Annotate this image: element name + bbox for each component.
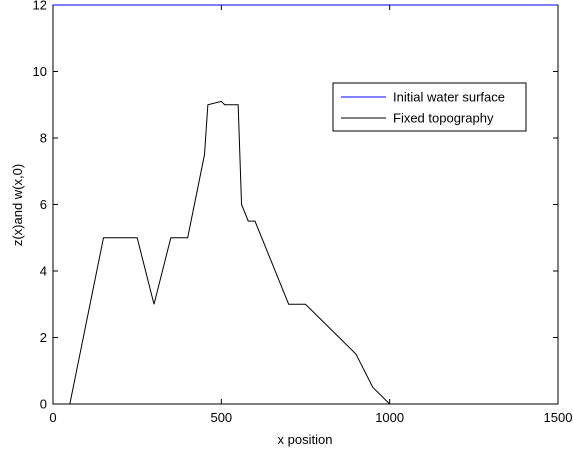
legend-label: Initial water surface — [393, 90, 505, 105]
y-tick-label: 10 — [33, 64, 47, 79]
y-tick-label: 2 — [40, 330, 47, 345]
y-tick-label: 4 — [40, 264, 47, 279]
y-tick-label: 6 — [40, 197, 47, 212]
legend-box — [332, 82, 527, 132]
y-axis-label: z(x)and w(x,0) — [10, 164, 25, 246]
fixed-topography-line — [53, 100, 558, 405]
ticks: 0 500 1000 1500 0 2 4 6 8 10 12 — [33, 0, 573, 425]
y-tick-label: 0 — [40, 397, 47, 412]
y-tick-label: 8 — [40, 131, 47, 146]
x-tick-label: 1500 — [544, 410, 573, 425]
plot-area — [52, 4, 559, 405]
legend: Initial water surface Fixed topography — [332, 82, 527, 132]
series-layer — [53, 4, 558, 405]
x-tick-label: 0 — [49, 410, 56, 425]
y-tick-label: 12 — [33, 0, 47, 13]
x-axis-label: x position — [278, 432, 333, 447]
x-tick-label: 1000 — [375, 410, 404, 425]
legend-label: Fixed topography — [393, 111, 494, 126]
x-tick-label: 500 — [210, 410, 232, 425]
